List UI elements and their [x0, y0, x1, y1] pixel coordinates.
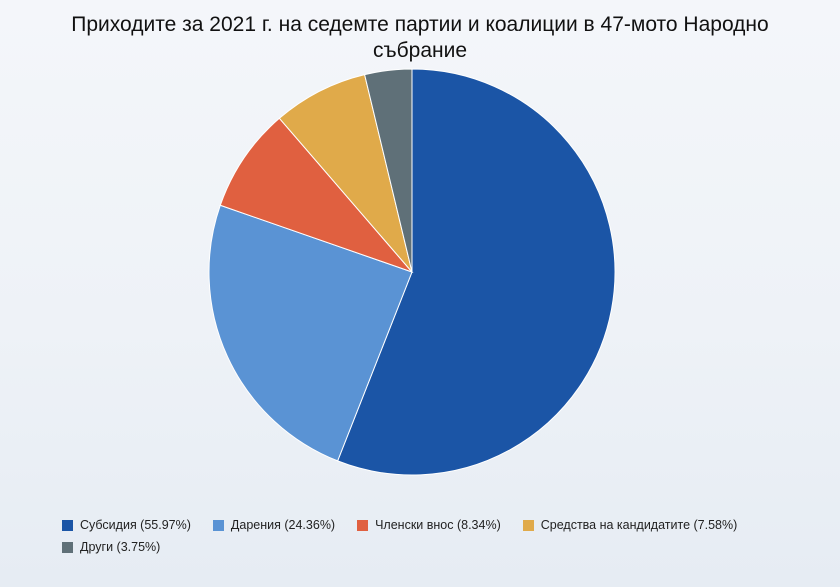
legend-label-membership: Членски внос (8.34%)	[375, 518, 501, 532]
legend-label-donations: Дарения (24.36%)	[230, 518, 336, 532]
legend-row-2: Други (3.75%)	[62, 536, 822, 558]
legend-label-other: Други (3.75%)	[80, 540, 161, 554]
pie-slice-donations[interactable]	[208, 204, 413, 462]
legend-swatch-donations	[212, 519, 224, 531]
chart-title-line-2: събрание	[372, 39, 468, 62]
legend-swatch-membership	[357, 519, 369, 531]
legend-swatch-candidates	[522, 519, 534, 531]
pie-slice-other[interactable]	[364, 68, 413, 273]
pie-slice-membership[interactable]	[219, 117, 414, 274]
chart-title-line-1: Приходите за 2021 г. на седемте партии и…	[71, 13, 769, 36]
legend-swatch-subsidy	[62, 519, 73, 531]
legend: Субсидия (55.97%) Дарения (24.36%) Членс…	[62, 514, 822, 558]
legend-item-candidates[interactable]: Средства на кандидатите (7.58%)	[522, 518, 738, 532]
chart-title: Приходите за 2021 г. на седемте партии и…	[0, 12, 840, 64]
legend-swatch-other	[62, 541, 73, 553]
legend-label-candidates: Средства на кандидатите (7.58%)	[540, 518, 738, 532]
legend-item-donations[interactable]: Дарения (24.36%)	[212, 518, 336, 532]
legend-item-other[interactable]: Други (3.75%)	[62, 540, 160, 554]
legend-item-membership[interactable]: Членски внос (8.34%)	[357, 518, 501, 532]
pie-slice-candidates[interactable]	[278, 74, 413, 273]
pie-slice-subsidy[interactable]	[336, 68, 616, 476]
legend-item-subsidy[interactable]: Субсидия (55.97%)	[62, 518, 191, 532]
legend-row-1: Субсидия (55.97%) Дарения (24.36%) Членс…	[62, 514, 822, 536]
legend-label-subsidy: Субсидия (55.97%)	[80, 518, 191, 532]
